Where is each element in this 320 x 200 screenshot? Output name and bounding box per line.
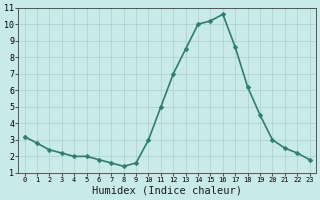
X-axis label: Humidex (Indice chaleur): Humidex (Indice chaleur) <box>92 186 242 196</box>
